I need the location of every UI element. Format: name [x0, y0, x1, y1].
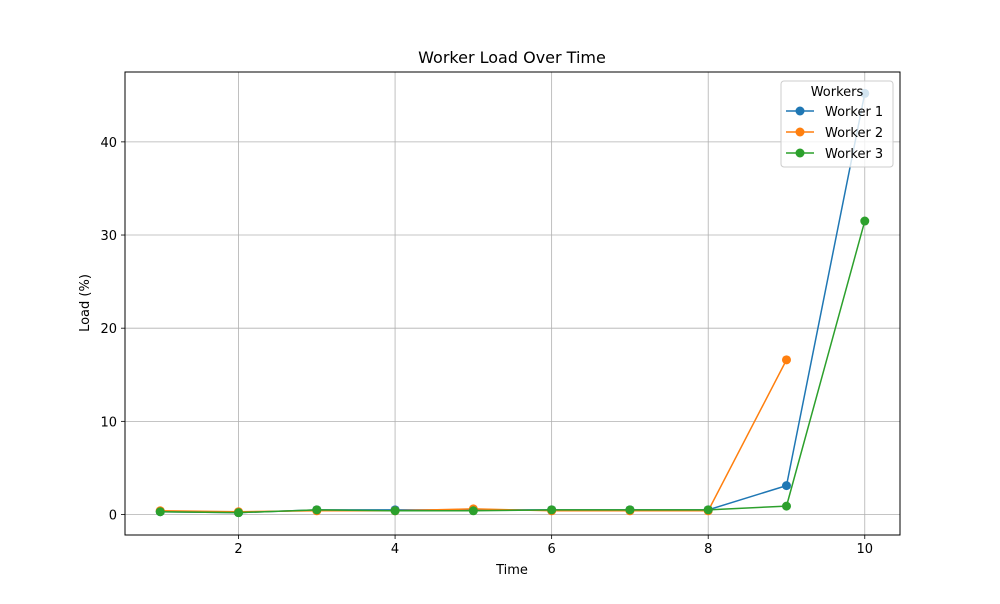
data-point	[781, 481, 791, 491]
x-tick-label: 6	[548, 542, 556, 557]
series-line	[160, 220, 866, 514]
x-tick-label: 2	[234, 542, 242, 557]
x-tick-label: 10	[856, 542, 873, 557]
data-point	[312, 505, 322, 515]
y-tick-label: 0	[109, 509, 117, 524]
data-point	[703, 505, 713, 515]
series-line	[160, 359, 788, 513]
legend: Workers Worker 1 Worker 2 Worker 3	[780, 80, 894, 168]
y-axis-label: Load (%)	[78, 274, 93, 332]
grid	[125, 72, 900, 535]
plot-frame	[124, 71, 901, 536]
series-layer	[155, 88, 870, 518]
y-tick-label: 10	[100, 415, 117, 430]
legend-item: Worker 2	[786, 126, 883, 141]
x-tick-label: 4	[391, 542, 399, 557]
legend-marker	[795, 127, 805, 137]
data-point	[390, 506, 400, 516]
data-point	[781, 501, 791, 511]
series-3	[155, 216, 870, 518]
ticks: 2 4 6 8 10 0 10 20 30 40	[100, 136, 873, 557]
legend-label: Worker 2	[825, 126, 883, 141]
x-tick-label: 8	[704, 542, 712, 557]
data-point	[860, 216, 870, 226]
data-point	[547, 505, 557, 515]
series-2	[155, 355, 791, 517]
data-point	[155, 507, 165, 517]
data-point	[234, 508, 244, 518]
x-axis-label: Time	[495, 563, 528, 578]
legend-label: Worker 3	[825, 147, 883, 162]
y-tick-label: 40	[100, 136, 117, 151]
y-tick-label: 30	[100, 229, 117, 244]
legend-marker	[795, 106, 805, 116]
legend-item: Worker 3	[786, 147, 883, 162]
legend-marker	[795, 148, 805, 158]
data-point	[625, 505, 635, 515]
legend-frame	[780, 80, 894, 168]
data-point	[468, 506, 478, 516]
legend-title: Workers	[811, 85, 864, 100]
y-tick-label: 20	[100, 322, 117, 337]
series-line	[160, 93, 866, 514]
legend-label: Worker 1	[825, 105, 883, 120]
data-point	[781, 355, 791, 365]
series-1	[155, 88, 870, 518]
chart-title: Worker Load Over Time	[418, 48, 606, 67]
legend-item: Worker 1	[786, 105, 883, 120]
